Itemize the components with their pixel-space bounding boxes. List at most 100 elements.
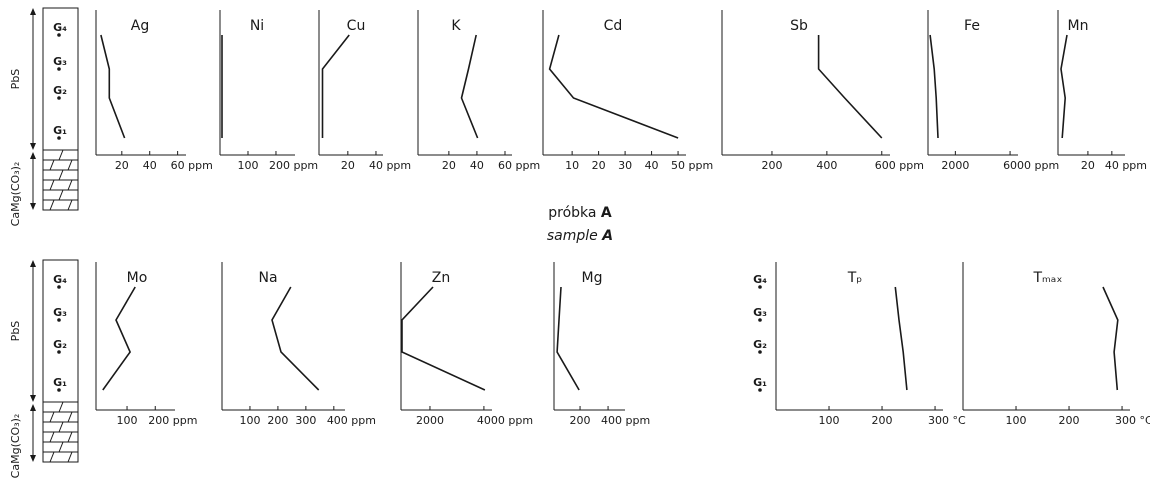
x-tick-label: 200 bbox=[570, 414, 591, 427]
level-dot bbox=[57, 318, 61, 322]
x-tick-label: 2000 bbox=[941, 159, 969, 172]
x-tick-label: 200 bbox=[872, 414, 893, 427]
x-tick-label: 100 bbox=[237, 159, 258, 172]
lithology-label: CaMg(CO₃)₂ bbox=[9, 162, 22, 227]
level-label: G₃ bbox=[53, 55, 67, 68]
column-box bbox=[42, 259, 79, 463]
level-dot bbox=[57, 388, 61, 392]
hatch bbox=[67, 179, 73, 191]
profile-line bbox=[894, 286, 908, 391]
profile-line bbox=[401, 286, 486, 391]
caption-sample-letter: A bbox=[601, 205, 612, 221]
hatch bbox=[67, 431, 73, 443]
panel-title: Tₚ bbox=[847, 270, 863, 286]
profile-line bbox=[548, 34, 679, 139]
panel-title: Cd bbox=[604, 18, 623, 34]
level-dot bbox=[57, 136, 61, 140]
panel-title: Mg bbox=[582, 270, 603, 286]
level-label: G₄ bbox=[53, 21, 67, 34]
hatch bbox=[49, 411, 55, 423]
level-label: G₁ bbox=[53, 124, 67, 137]
profile-line bbox=[817, 35, 883, 139]
x-tick-label: 200 bbox=[761, 159, 782, 172]
hatch bbox=[58, 169, 64, 181]
panel-title: Ag bbox=[131, 18, 149, 34]
x-tick-label: 600 ppm bbox=[875, 159, 924, 172]
x-tick-label: 10 bbox=[565, 159, 579, 172]
profile-line bbox=[1060, 34, 1068, 139]
profile-line bbox=[556, 286, 580, 391]
x-tick-label: 40 bbox=[143, 159, 157, 172]
panel-title: Na bbox=[258, 270, 277, 286]
x-tick-label: 200 bbox=[1059, 414, 1080, 427]
profile-line bbox=[929, 34, 939, 139]
x-tick-label: 2000 bbox=[416, 414, 444, 427]
x-tick-label: 20 bbox=[442, 159, 456, 172]
arrow-head bbox=[30, 404, 36, 462]
profile-line bbox=[460, 34, 479, 139]
x-tick-label: 60 ppm bbox=[498, 159, 540, 172]
x-tick-label: 100 bbox=[117, 414, 138, 427]
lithology-label: PbS bbox=[9, 321, 22, 342]
level-label: G₂ bbox=[53, 338, 67, 351]
level-dot bbox=[57, 67, 61, 71]
arrow-head bbox=[30, 152, 36, 210]
x-tick-label: 100 bbox=[1006, 414, 1027, 427]
caption-line-1: próbka A bbox=[548, 205, 612, 221]
profile-line bbox=[1102, 286, 1119, 391]
hatch bbox=[58, 401, 64, 413]
panel-title: Sb bbox=[790, 18, 808, 34]
x-tick-label: 20 bbox=[1081, 159, 1095, 172]
x-tick-label: 40 ppm bbox=[1105, 159, 1147, 172]
panel-title: Zn bbox=[432, 270, 450, 286]
hatch bbox=[58, 189, 64, 201]
x-tick-label: 100 bbox=[819, 414, 840, 427]
x-tick-label: 6000 ppm bbox=[1003, 159, 1059, 172]
hatch bbox=[67, 199, 73, 211]
level-label: G₁ bbox=[753, 376, 767, 389]
x-tick-label: 300 °C bbox=[1115, 414, 1150, 427]
x-tick-label: 20 bbox=[592, 159, 606, 172]
level-dot bbox=[758, 350, 762, 354]
hatch bbox=[67, 451, 73, 463]
x-tick-label: 400 ppm bbox=[601, 414, 650, 427]
level-label: G₃ bbox=[53, 306, 67, 319]
x-tick-label: 40 ppm bbox=[369, 159, 411, 172]
hatch bbox=[49, 451, 55, 463]
panel-title: Ni bbox=[250, 18, 264, 34]
x-tick-label: 400 bbox=[816, 159, 837, 172]
hatch bbox=[49, 199, 55, 211]
panel-title: Cu bbox=[347, 18, 366, 34]
profile-line bbox=[321, 34, 350, 138]
level-label: G₂ bbox=[753, 338, 767, 351]
panel-title: Tₘₐₓ bbox=[1033, 270, 1063, 286]
level-label: G₂ bbox=[53, 84, 67, 97]
level-dot bbox=[57, 285, 61, 289]
lithology-label: PbS bbox=[9, 69, 22, 90]
lithology-label: CaMg(CO₃)₂ bbox=[9, 414, 22, 479]
hatch bbox=[67, 411, 73, 423]
level-label: G₄ bbox=[53, 273, 67, 286]
x-tick-label: 30 bbox=[618, 159, 632, 172]
profile-line bbox=[271, 286, 320, 391]
level-dot bbox=[57, 350, 61, 354]
hatch bbox=[49, 159, 55, 171]
panel-title: Mn bbox=[1068, 18, 1089, 34]
panel-title: Fe bbox=[964, 18, 980, 34]
x-tick-label: 300 °C bbox=[928, 414, 966, 427]
x-tick-label: 200 ppm bbox=[269, 159, 318, 172]
level-dot bbox=[758, 285, 762, 289]
x-tick-label: 40 bbox=[470, 159, 484, 172]
x-tick-label: 20 bbox=[115, 159, 129, 172]
caption-sample-letter: A bbox=[601, 228, 613, 244]
hatch bbox=[58, 441, 64, 453]
caption-word: sample bbox=[547, 228, 598, 244]
level-label: G₃ bbox=[753, 306, 767, 319]
column-box bbox=[42, 7, 79, 211]
caption-word: próbka bbox=[548, 205, 596, 221]
profile-line bbox=[100, 34, 126, 139]
level-dot bbox=[758, 388, 762, 392]
x-tick-label: 400 ppm bbox=[327, 414, 376, 427]
x-tick-label: 4000 ppm bbox=[477, 414, 533, 427]
